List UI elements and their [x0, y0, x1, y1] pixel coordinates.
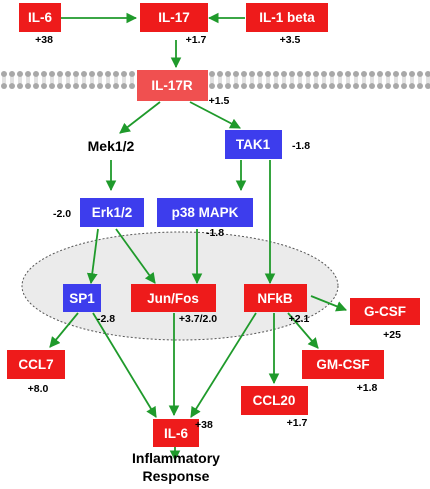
node-il6-top: IL-6 +38 [19, 3, 61, 46]
node-il17: IL-17 +1.7 [140, 3, 208, 46]
node-tak1: TAK1 -1.8 [225, 130, 310, 159]
node-sp1-value: -2.8 [97, 313, 115, 325]
node-il6-bottom: IL-6 +38 [153, 419, 213, 447]
node-tak1-value: -1.8 [292, 140, 310, 152]
node-tak1-label: TAK1 [236, 137, 271, 152]
node-gmcsf-label: GM-CSF [316, 357, 369, 372]
node-ccl20-value: +1.7 [287, 417, 308, 429]
node-junfos-value: +3.7/2.0 [179, 313, 217, 325]
node-ccl7-label: CCL7 [18, 357, 53, 372]
node-gcsf-value: +25 [383, 329, 401, 341]
node-il17r-value: +1.5 [209, 95, 230, 107]
node-il1b-label: IL-1 beta [259, 10, 315, 25]
outcome-line-1: Inflammatory [132, 450, 220, 466]
node-il17-value: +1.7 [186, 34, 207, 46]
node-nfkb-label: NFkB [257, 291, 293, 306]
node-il1b: IL-1 beta +3.5 [246, 3, 328, 46]
node-nfkb-value: +2.1 [289, 313, 310, 325]
node-p38-value: -1.8 [206, 227, 224, 239]
cell-membrane [0, 71, 430, 89]
node-il6-top-label: IL-6 [28, 10, 52, 25]
node-ccl20: CCL20 +1.7 [241, 386, 308, 429]
node-erk-label: Erk1/2 [92, 205, 133, 220]
node-sp1-label: SP1 [69, 291, 95, 306]
node-il1b-value: +3.5 [280, 34, 301, 46]
node-gmcsf: GM-CSF +1.8 [302, 350, 384, 394]
node-il6-top-value: +38 [35, 34, 53, 46]
node-p38-label: p38 MAPK [172, 205, 239, 220]
node-mek-label: Mek1/2 [88, 138, 135, 154]
node-gcsf: G-CSF +25 [350, 298, 420, 341]
outcome-line-2: Response [143, 468, 210, 484]
node-il6-bottom-label: IL-6 [164, 426, 188, 441]
node-il6-bottom-value: +38 [195, 419, 213, 431]
arrow-il17r-to-mek [120, 102, 160, 133]
node-ccl7: CCL7 +8.0 [7, 350, 65, 395]
node-il17-label: IL-17 [158, 10, 190, 25]
node-erk-value: -2.0 [53, 208, 71, 220]
node-il17r-label: IL-17R [151, 78, 193, 93]
node-erk: Erk1/2 -2.0 [53, 198, 144, 227]
node-ccl7-value: +8.0 [28, 383, 49, 395]
node-gmcsf-value: +1.8 [357, 382, 378, 394]
node-junfos-label: Jun/Fos [147, 291, 199, 306]
node-gcsf-label: G-CSF [364, 304, 406, 319]
node-ccl20-label: CCL20 [253, 393, 296, 408]
